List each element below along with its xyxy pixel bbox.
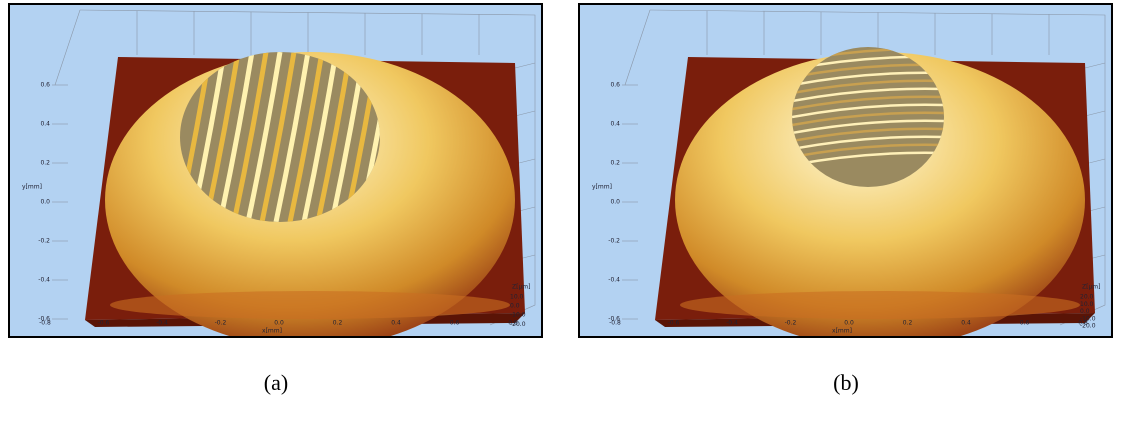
x-tick-label: -0.6: [668, 320, 680, 327]
x-tick-label: -0.2: [215, 320, 227, 327]
x-tick-label: -0.2: [785, 320, 797, 327]
figure: y[mm] x[mm] Z[µm] 0.6 0.4 0.2 0.0 -0.2 -0.4 -0.6 -…: [0, 0, 1123, 421]
y-axis-label: y[mm]: [22, 184, 42, 191]
y-tick-label: 0.0: [610, 199, 620, 206]
z-tick-label: -20.0: [1080, 323, 1096, 330]
z-tick-label: -10.0: [510, 312, 526, 319]
z-tick-label: 0.0: [1080, 308, 1090, 315]
y-tick-label: 0.6: [610, 82, 620, 89]
x-tick-label: 0.2: [333, 320, 343, 327]
y-tick-label: -0.2: [608, 238, 620, 245]
y-tick-label: 0.0: [40, 199, 50, 206]
z-axis-label: Z[µm]: [1082, 284, 1100, 291]
y-tick-label: 0.2: [40, 160, 50, 167]
x-tick-label: 0.6: [1020, 320, 1030, 327]
surface-plot: y[mm] x[mm] Z[µm] 0.6 0.4 0.2 0.0 -0.2 -0.4 -0.6 -…: [580, 5, 1111, 336]
caption: (b): [816, 370, 876, 396]
z-tick-label: 0.0: [510, 303, 520, 310]
y-tick-label: -0.2: [38, 238, 50, 245]
surface-plot: y[mm] x[mm] Z[µm] 0.6 0.4 0.2 0.0 -0.2 -0.4 -0.6 -…: [10, 5, 541, 336]
y-tick-label: 0.4: [40, 121, 50, 128]
dome-rim: [680, 291, 1080, 319]
y-tick-label: 0.2: [610, 160, 620, 167]
x-axis-label: x[mm]: [832, 328, 852, 335]
y-tick-label: 0.6: [40, 82, 50, 89]
x-tick-label: 0.0: [274, 320, 284, 327]
x-tick-label: -0.4: [726, 320, 738, 327]
x-tick-label: -0.6: [98, 320, 110, 327]
z-tick-label: 20.0: [1080, 294, 1094, 301]
z-tick-label: 10.0: [510, 294, 524, 301]
y-tick-label: -0.4: [38, 277, 50, 284]
z-tick-label: -20.0: [510, 321, 526, 328]
x-tick-label: -0.8: [39, 320, 51, 327]
z-tick-label: -10.0: [1080, 315, 1096, 322]
y-tick-label: 0.4: [610, 121, 620, 128]
x-tick-label: 0.6: [450, 320, 460, 327]
x-tick-label: 0.2: [903, 320, 913, 327]
x-tick-label: 0.4: [391, 320, 401, 327]
dome-rim: [110, 291, 510, 319]
x-tick-label: -0.4: [156, 320, 168, 327]
z-axis-label: Z[µm]: [512, 284, 530, 291]
panel-b: y[mm] x[mm] Z[µm] 0.6 0.4 0.2 0.0 -0.2 -0.4 -0.6 -…: [578, 3, 1113, 338]
x-tick-label: -0.8: [609, 320, 621, 327]
caption: (a): [246, 370, 306, 396]
x-axis-label: x[mm]: [262, 328, 282, 335]
y-tick-label: -0.4: [608, 277, 620, 284]
z-tick-label: 10.0: [1080, 301, 1094, 308]
y-axis-label: y[mm]: [592, 184, 612, 191]
x-tick-label: 0.0: [844, 320, 854, 327]
x-tick-label: 0.4: [961, 320, 971, 327]
panel-a: y[mm] x[mm] Z[µm] 0.6 0.4 0.2 0.0 -0.2 -0.4 -0.6 -…: [8, 3, 543, 338]
